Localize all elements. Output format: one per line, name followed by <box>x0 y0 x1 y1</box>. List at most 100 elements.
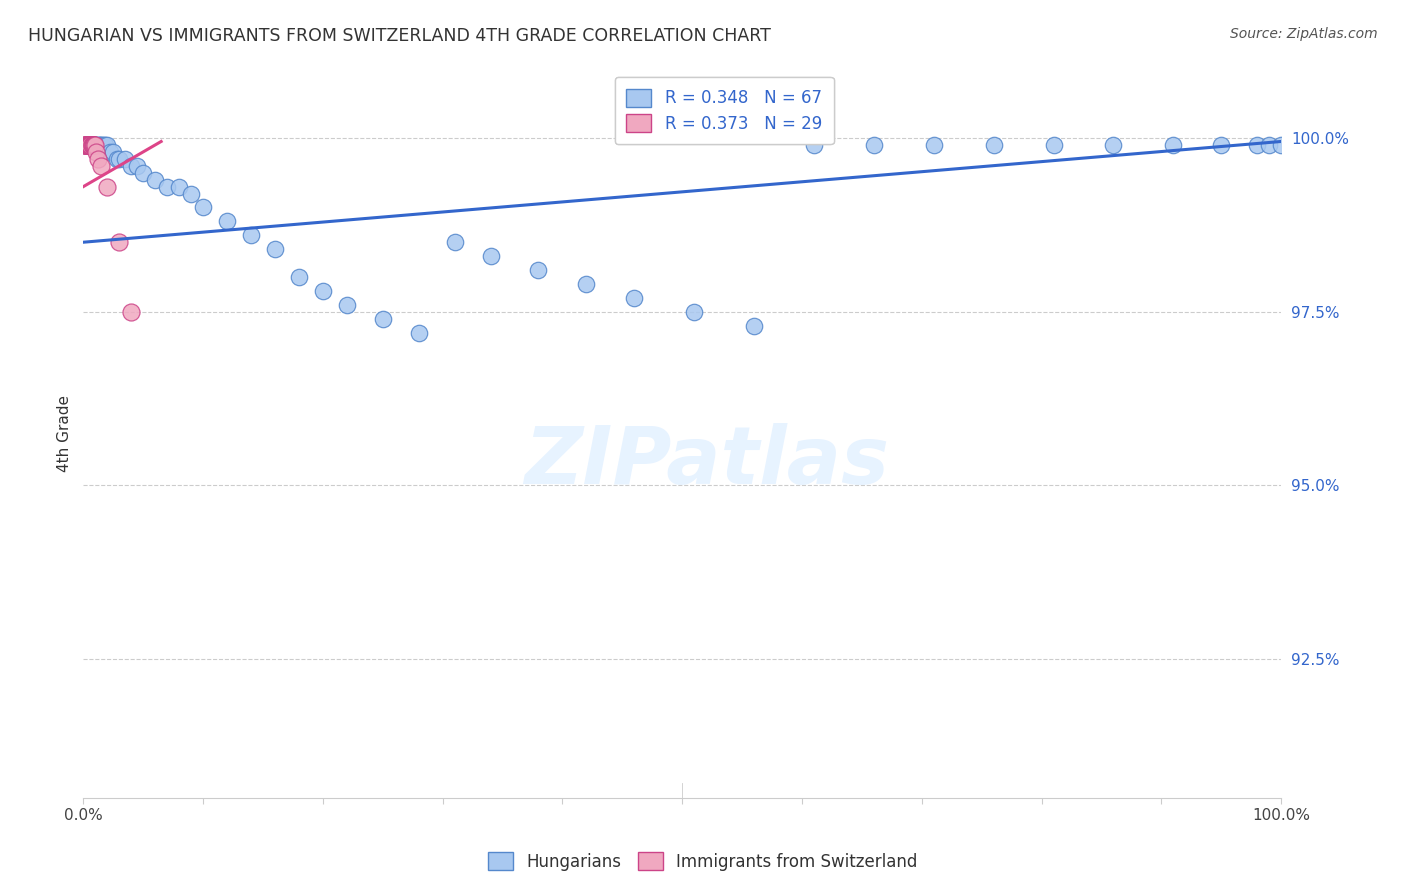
Point <box>114 152 136 166</box>
Point <box>75 137 97 152</box>
Point <box>77 137 100 152</box>
Point <box>86 137 108 152</box>
Point <box>77 137 100 152</box>
Point <box>98 145 121 159</box>
Point <box>575 277 598 291</box>
Point <box>103 145 125 159</box>
Point <box>240 228 263 243</box>
Point <box>1042 137 1064 152</box>
Point <box>623 291 645 305</box>
Point <box>91 137 114 152</box>
Point <box>108 152 131 166</box>
Point <box>86 145 108 159</box>
Point <box>73 137 96 152</box>
Point <box>1102 137 1125 152</box>
Point <box>742 318 765 333</box>
Text: HUNGARIAN VS IMMIGRANTS FROM SWITZERLAND 4TH GRADE CORRELATION CHART: HUNGARIAN VS IMMIGRANTS FROM SWITZERLAND… <box>28 27 770 45</box>
Point <box>96 137 118 152</box>
Point <box>75 137 97 152</box>
Point <box>191 201 214 215</box>
Point <box>1270 137 1292 152</box>
Point <box>77 137 100 152</box>
Point <box>83 137 105 152</box>
Point <box>84 137 107 152</box>
Point <box>312 284 335 298</box>
Legend: R = 0.348   N = 67, R = 0.373   N = 29: R = 0.348 N = 67, R = 0.373 N = 29 <box>614 77 834 145</box>
Point <box>79 137 101 152</box>
Point <box>922 137 945 152</box>
Point <box>83 137 105 152</box>
Point <box>167 179 190 194</box>
Point <box>77 137 100 152</box>
Point <box>77 137 100 152</box>
Point <box>143 172 166 186</box>
Point <box>1258 137 1281 152</box>
Point <box>803 137 825 152</box>
Point <box>1161 137 1184 152</box>
Point <box>105 152 128 166</box>
Point <box>86 137 108 152</box>
Point <box>75 137 97 152</box>
Point <box>76 137 98 152</box>
Point <box>479 249 502 263</box>
Point <box>82 137 104 152</box>
Point <box>127 159 149 173</box>
Point <box>77 137 100 152</box>
Point <box>76 137 98 152</box>
Point <box>93 137 115 152</box>
Point <box>120 159 142 173</box>
Point <box>76 137 98 152</box>
Y-axis label: 4th Grade: 4th Grade <box>58 395 72 472</box>
Point <box>863 137 886 152</box>
Point <box>79 137 101 152</box>
Point <box>983 137 1005 152</box>
Point <box>683 304 706 318</box>
Point <box>132 166 155 180</box>
Point <box>90 137 112 152</box>
Text: Source: ZipAtlas.com: Source: ZipAtlas.com <box>1230 27 1378 41</box>
Point <box>83 137 105 152</box>
Point <box>75 137 97 152</box>
Point <box>336 298 359 312</box>
Point <box>73 137 96 152</box>
Point <box>83 137 105 152</box>
Legend: Hungarians, Immigrants from Switzerland: Hungarians, Immigrants from Switzerland <box>479 844 927 880</box>
Point <box>1246 137 1268 152</box>
Point <box>108 235 131 250</box>
Point <box>1211 137 1233 152</box>
Point <box>120 304 142 318</box>
Point <box>77 137 100 152</box>
Point <box>76 137 98 152</box>
Point <box>408 326 430 340</box>
Point <box>80 137 103 152</box>
Point <box>443 235 465 250</box>
Point <box>79 137 101 152</box>
Text: ZIPatlas: ZIPatlas <box>523 424 889 501</box>
Point <box>76 137 98 152</box>
Point <box>89 137 111 152</box>
Point <box>73 137 96 152</box>
Point <box>82 137 104 152</box>
Point <box>80 137 103 152</box>
Point <box>180 186 202 201</box>
Point <box>86 152 108 166</box>
Point <box>84 137 107 152</box>
Point <box>82 137 104 152</box>
Point <box>77 137 100 152</box>
Point <box>80 137 103 152</box>
Point <box>156 179 179 194</box>
Point <box>82 137 104 152</box>
Point <box>75 137 97 152</box>
Point <box>90 159 112 173</box>
Point <box>79 137 101 152</box>
Point <box>215 214 238 228</box>
Point <box>94 137 117 152</box>
Point <box>264 242 287 256</box>
Point <box>77 137 100 152</box>
Point <box>84 137 107 152</box>
Point <box>80 137 103 152</box>
Point <box>371 311 394 326</box>
Point <box>527 263 550 277</box>
Point <box>77 137 100 152</box>
Point <box>288 269 311 284</box>
